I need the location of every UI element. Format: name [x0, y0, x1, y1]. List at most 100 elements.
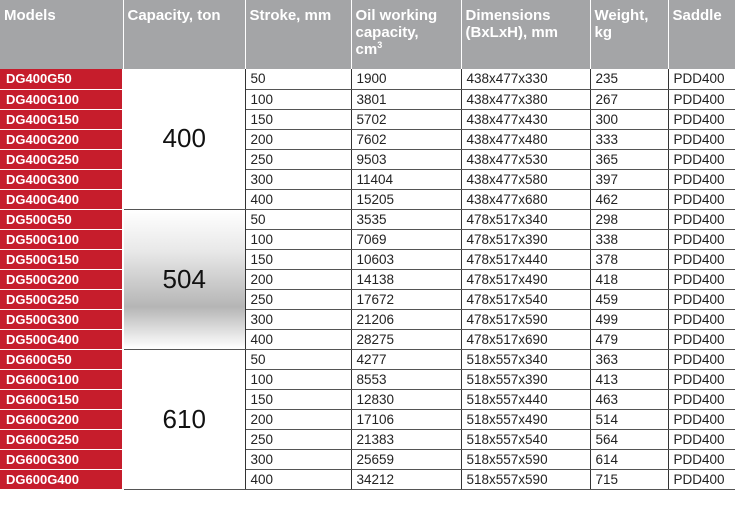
stroke-cell: 400 [245, 469, 352, 490]
oil-capacity-cell: 11404 [351, 169, 462, 190]
header-weight: Weight, kg [590, 0, 669, 69]
oil-capacity-cell: 17106 [351, 409, 462, 430]
dimensions-cell: 518x557x590 [461, 449, 591, 470]
weight-cell: 378 [590, 249, 669, 270]
table-row: DG600G400 400 34212 518x557x590 715 PDD400 [0, 469, 735, 490]
weight-cell: 267 [590, 89, 669, 110]
stroke-cell: 250 [245, 429, 352, 450]
oil-capacity-cell: 25659 [351, 449, 462, 470]
header-dimensions: Dimensions (BxLxH), mm [461, 0, 591, 69]
dimensions-cell: 438x477x480 [461, 129, 591, 150]
table-row: DG500G200 200 14138 478x517x490 418 PDD400 [0, 269, 735, 290]
header-oil-capacity: Oil working capacity, cm3 [351, 0, 462, 69]
dimensions-cell: 518x557x340 [461, 349, 591, 370]
oil-capacity-cell: 5702 [351, 109, 462, 130]
table-row: DG400G400 400 15205 438x477x680 462 PDD400 [0, 189, 735, 210]
stroke-cell: 250 [245, 149, 352, 170]
weight-cell: 397 [590, 169, 669, 190]
model-cell: DG400G200 [0, 129, 124, 150]
model-cell: DG600G150 [0, 389, 124, 410]
saddle-cell: PDD400 [668, 169, 735, 190]
weight-cell: 499 [590, 309, 669, 330]
stroke-cell: 200 [245, 409, 352, 430]
dimensions-cell: 518x557x540 [461, 429, 591, 450]
model-cell: DG600G100 [0, 369, 124, 390]
table-row: DG400G100 100 3801 438x477x380 267 PDD400 [0, 89, 735, 110]
stroke-cell: 50 [245, 69, 352, 90]
model-cell: DG400G400 [0, 189, 124, 210]
table-row: DG400G200 200 7602 438x477x480 333 PDD400 [0, 129, 735, 150]
model-cell: DG600G200 [0, 409, 124, 430]
model-cell: DG600G250 [0, 429, 124, 450]
saddle-cell: PDD400 [668, 429, 735, 450]
saddle-cell: PDD400 [668, 289, 735, 310]
header-capacity: Capacity, ton [123, 0, 246, 69]
weight-cell: 715 [590, 469, 669, 490]
stroke-cell: 300 [245, 309, 352, 330]
dimensions-cell: 478x517x540 [461, 289, 591, 310]
table-row: DG600G250 250 21383 518x557x540 564 PDD400 [0, 429, 735, 450]
table-body: DG400G50 400 50 1900 438x477x330 235 PDD400 DG4… [0, 69, 735, 490]
model-cell: DG500G150 [0, 249, 124, 270]
table-row: DG500G300 300 21206 478x517x590 499 PDD400 [0, 309, 735, 330]
weight-cell: 564 [590, 429, 669, 450]
oil-capacity-cell: 9503 [351, 149, 462, 170]
dimensions-cell: 478x517x340 [461, 209, 591, 230]
oil-capacity-cell: 21383 [351, 429, 462, 450]
model-cell: DG400G150 [0, 109, 124, 130]
weight-cell: 333 [590, 129, 669, 150]
saddle-cell: PDD400 [668, 209, 735, 230]
oil-capacity-cell: 3801 [351, 89, 462, 110]
saddle-cell: PDD400 [668, 269, 735, 290]
table-row: DG600G100 100 8553 518x557x390 413 PDD400 [0, 369, 735, 390]
model-cell: DG400G100 [0, 89, 124, 110]
dimensions-cell: 438x477x530 [461, 149, 591, 170]
header-oil-capacity-unit-sup: 3 [377, 40, 383, 50]
header-models: Models [0, 0, 124, 69]
oil-capacity-cell: 34212 [351, 469, 462, 490]
saddle-cell: PDD400 [668, 229, 735, 250]
model-cell: DG500G50 [0, 209, 124, 230]
stroke-cell: 100 [245, 89, 352, 110]
header-saddle: Saddle [668, 0, 735, 69]
table-row: DG400G50 400 50 1900 438x477x330 235 PDD400 [0, 69, 735, 210]
model-cell: DG600G300 [0, 449, 124, 470]
saddle-cell: PDD400 [668, 89, 735, 110]
weight-cell: 363 [590, 349, 669, 370]
model-cell: DG400G300 [0, 169, 124, 190]
dimensions-cell: 518x557x590 [461, 469, 591, 490]
oil-capacity-cell: 8553 [351, 369, 462, 390]
dimensions-cell: 438x477x330 [461, 69, 591, 90]
oil-capacity-cell: 7069 [351, 229, 462, 250]
saddle-cell: PDD400 [668, 329, 735, 350]
model-cell: DG500G300 [0, 309, 124, 330]
stroke-cell: 150 [245, 249, 352, 270]
header-stroke: Stroke, mm [245, 0, 352, 69]
dimensions-cell: 438x477x680 [461, 189, 591, 210]
saddle-cell: PDD400 [668, 409, 735, 430]
dimensions-cell: 478x517x590 [461, 309, 591, 330]
saddle-cell: PDD400 [668, 309, 735, 330]
weight-cell: 479 [590, 329, 669, 350]
header-row: Models Capacity, ton Stroke, mm Oil work… [0, 0, 735, 69]
weight-cell: 514 [590, 409, 669, 430]
saddle-cell: PDD400 [668, 149, 735, 170]
weight-cell: 463 [590, 389, 669, 410]
model-cell: DG500G100 [0, 229, 124, 250]
dimensions-cell: 438x477x430 [461, 109, 591, 130]
weight-cell: 338 [590, 229, 669, 250]
stroke-cell: 100 [245, 369, 352, 390]
dimensions-cell: 518x557x490 [461, 409, 591, 430]
model-cell: DG600G400 [0, 469, 124, 490]
oil-capacity-cell: 7602 [351, 129, 462, 150]
weight-cell: 418 [590, 269, 669, 290]
saddle-cell: PDD400 [668, 469, 735, 490]
dimensions-cell: 478x517x390 [461, 229, 591, 250]
table-row: DG400G250 250 9503 438x477x530 365 PDD400 [0, 149, 735, 170]
stroke-cell: 200 [245, 269, 352, 290]
table-row: DG400G300 300 11404 438x477x580 397 PDD400 [0, 169, 735, 190]
saddle-cell: PDD400 [668, 109, 735, 130]
saddle-cell: PDD400 [668, 69, 735, 90]
model-cell: DG500G250 [0, 289, 124, 310]
stroke-cell: 300 [245, 169, 352, 190]
